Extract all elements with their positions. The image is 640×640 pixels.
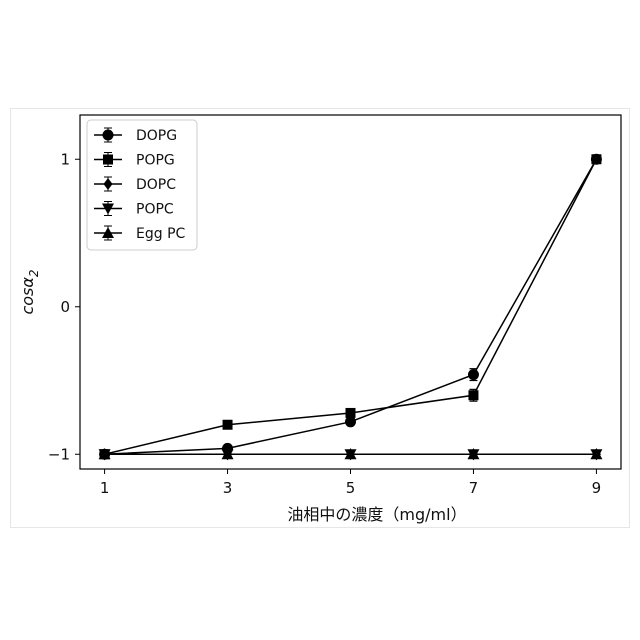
legend-label: DOPC: [136, 177, 176, 193]
y-axis-title-subscript: 2: [27, 269, 41, 277]
y-axis-title: cosα2: [18, 269, 41, 314]
y-axis-title-main: cosα: [18, 277, 37, 315]
x-axis-title: 油相中の濃度（mg/ml）: [287, 505, 466, 524]
x-tick-label: 5: [346, 479, 356, 497]
x-tick-label: 1: [100, 479, 110, 497]
y-tick-label: 0: [60, 298, 70, 316]
y-tick-label: −1: [48, 445, 70, 463]
legend-label: DOPG: [136, 128, 177, 144]
x-tick-label: 9: [592, 479, 602, 497]
data-point: [468, 369, 479, 380]
data-point: [591, 154, 601, 164]
legend-marker: [103, 155, 113, 165]
legend-label: POPC: [136, 202, 174, 218]
series-egg-pc: [99, 448, 603, 459]
x-tick-label: 3: [223, 479, 233, 497]
data-point: [346, 408, 356, 418]
legend-item-egg-pc: Egg PC: [94, 226, 186, 242]
legend-label: POPG: [136, 153, 175, 169]
x-tick-label: 7: [469, 479, 479, 497]
legend-marker: [103, 130, 114, 141]
data-point: [468, 390, 478, 400]
data-point: [223, 420, 233, 430]
legend-item-dopg: DOPG: [94, 128, 177, 144]
legend-label: Egg PC: [136, 226, 186, 242]
y-tick-label: 1: [60, 150, 70, 168]
legend: DOPG POPG DOPC POPC Egg PC: [87, 120, 197, 250]
